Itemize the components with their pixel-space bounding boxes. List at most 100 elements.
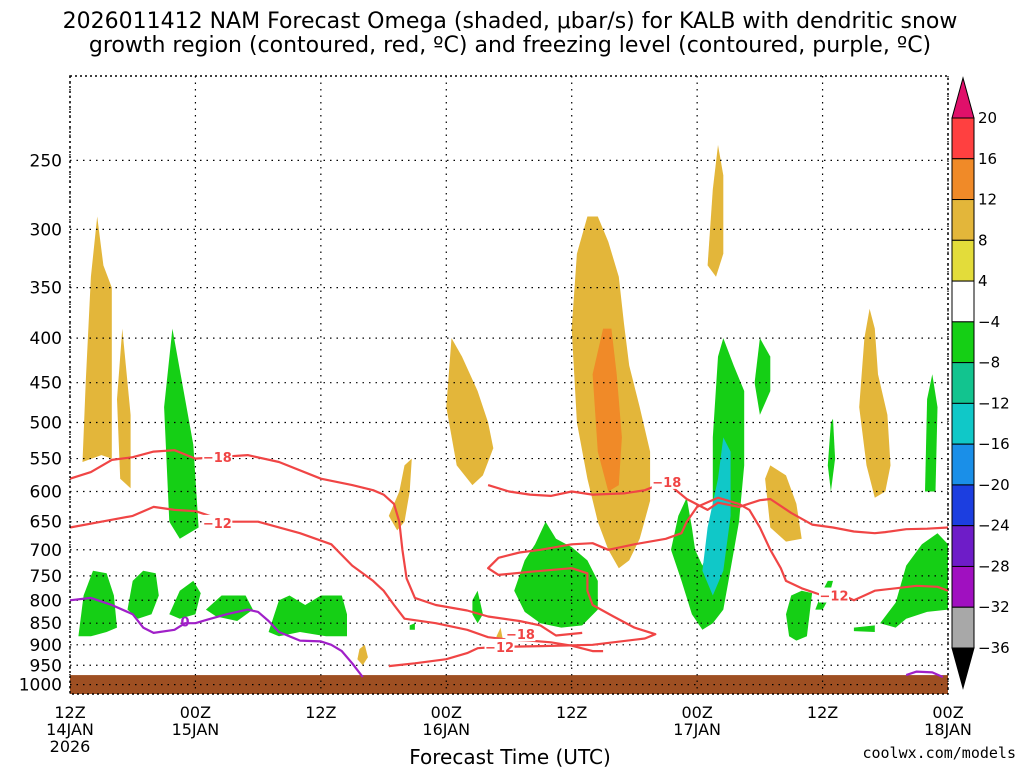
colorbar-segment bbox=[951, 280, 975, 323]
x-tick-time: 12Z bbox=[556, 703, 587, 722]
colorbar-label: −16 bbox=[978, 435, 1010, 453]
freezing-level-contours: 0 bbox=[69, 596, 944, 679]
y-tick-label: 350 bbox=[30, 279, 62, 299]
dgz-contour-label: −18 bbox=[652, 476, 681, 491]
colorbar-label: −24 bbox=[978, 517, 1010, 535]
colorbar-segment bbox=[951, 606, 975, 649]
y-tick-label: 700 bbox=[30, 541, 62, 561]
colorbar-label: −12 bbox=[978, 394, 1010, 412]
freezing-contour-line bbox=[905, 670, 944, 679]
omega-region bbox=[827, 418, 836, 492]
colorbar-segment bbox=[951, 239, 975, 282]
colorbar-segment bbox=[951, 117, 975, 160]
colorbar-segment bbox=[951, 565, 975, 608]
omega-region bbox=[514, 521, 598, 628]
y-tick-label: 650 bbox=[30, 513, 62, 533]
omega-region bbox=[786, 590, 813, 641]
colorbar-segment bbox=[951, 199, 975, 241]
x-axis-label: Forecast Time (UTC) bbox=[409, 745, 611, 768]
x-tick-year: 2026 bbox=[50, 737, 91, 756]
y-tick-label: 550 bbox=[30, 450, 62, 470]
y-tick-label: 450 bbox=[30, 374, 62, 394]
x-tick-date: 17JAN bbox=[673, 720, 721, 739]
omega-region bbox=[925, 374, 938, 492]
omega-region bbox=[765, 465, 802, 542]
omega-region bbox=[388, 458, 412, 531]
dgz-contour-label: −12 bbox=[820, 590, 849, 605]
colorbar-segment bbox=[951, 402, 975, 445]
omega-region bbox=[205, 595, 253, 621]
dgz-label-bg bbox=[484, 638, 515, 654]
x-tick-time: 00Z bbox=[431, 703, 462, 722]
omega-region bbox=[853, 625, 875, 632]
omega-region bbox=[592, 328, 622, 492]
plot-area bbox=[70, 76, 948, 694]
colorbar-segment bbox=[951, 525, 975, 567]
y-tick-label: 300 bbox=[30, 220, 62, 240]
omega-region bbox=[671, 338, 745, 630]
y-tick-label: 850 bbox=[30, 614, 62, 634]
omega-region bbox=[446, 338, 494, 486]
dgz-label-bg bbox=[651, 473, 682, 489]
y-tick-label: 500 bbox=[30, 414, 62, 434]
omega-region bbox=[357, 644, 368, 666]
dgz-contour-label: −12 bbox=[485, 641, 514, 656]
dendritic-growth-contours: −18−12−12−12−18−18 bbox=[69, 449, 949, 668]
colorbar-label: 12 bbox=[978, 191, 997, 209]
colorbar-label: 20 bbox=[978, 109, 997, 127]
omega-region bbox=[268, 595, 347, 637]
frame-border bbox=[69, 75, 949, 695]
x-tick-time: 00Z bbox=[681, 703, 712, 722]
colorbar-label: −20 bbox=[978, 476, 1010, 494]
omega-shading bbox=[78, 145, 948, 666]
freezing-contour-line bbox=[69, 596, 364, 678]
terrain bbox=[70, 675, 948, 694]
x-tick-date: 15JAN bbox=[172, 720, 220, 739]
y-tick-label: 250 bbox=[30, 151, 62, 171]
dgz-contour-label: −18 bbox=[506, 628, 535, 643]
x-tick-time: 00Z bbox=[932, 703, 963, 722]
omega-region bbox=[702, 437, 731, 596]
dgz-label-bg bbox=[819, 587, 850, 603]
colorbar-label: 16 bbox=[978, 150, 997, 168]
x-tick-time: 12Z bbox=[305, 703, 336, 722]
colorbar-label: 4 bbox=[978, 272, 988, 290]
colorbar-segment bbox=[951, 484, 975, 527]
x-tick-time: 12Z bbox=[54, 703, 85, 722]
x-tick-date: 16JAN bbox=[422, 720, 470, 739]
x-tick-time: 12Z bbox=[807, 703, 838, 722]
colorbar-label: 8 bbox=[978, 231, 988, 249]
dgz-label-bg bbox=[202, 514, 233, 530]
colorbar-segment bbox=[951, 321, 975, 364]
y-axis: 2503003504004505005506006507007508008509… bbox=[19, 151, 62, 695]
colorbar-label: −8 bbox=[978, 354, 1000, 372]
omega-region bbox=[754, 338, 771, 415]
omega-region bbox=[409, 623, 415, 630]
omega-region bbox=[117, 328, 131, 489]
dgz-contour-line bbox=[69, 449, 583, 637]
dgz-label-bg bbox=[505, 626, 536, 642]
omega-region bbox=[880, 533, 948, 628]
x-tick-time: 00Z bbox=[180, 703, 211, 722]
colorbar-label: −28 bbox=[978, 557, 1010, 575]
y-tick-label: 900 bbox=[30, 636, 62, 656]
title-line-2: growth region (contoured, red, ºC) and f… bbox=[89, 33, 931, 58]
freezing-contour-label: 0 bbox=[180, 615, 189, 630]
y-tick-label: 400 bbox=[30, 329, 62, 349]
omega-region bbox=[82, 216, 112, 462]
terrain-fill bbox=[70, 675, 948, 694]
colorbar-segment bbox=[951, 158, 975, 201]
x-tick-date: 18JAN bbox=[924, 720, 972, 739]
y-tick-label: 950 bbox=[30, 656, 62, 676]
y-tick-label: 750 bbox=[30, 567, 62, 587]
colorbar-label: −32 bbox=[978, 598, 1010, 616]
colorbar-bottom-arrow bbox=[951, 647, 975, 690]
omega-region bbox=[164, 328, 199, 539]
y-tick-label: 800 bbox=[30, 591, 62, 611]
colorbar-label: −4 bbox=[978, 313, 1000, 331]
omega-region bbox=[169, 580, 201, 619]
omega-region bbox=[127, 570, 159, 619]
dgz-contour-line bbox=[487, 480, 949, 535]
